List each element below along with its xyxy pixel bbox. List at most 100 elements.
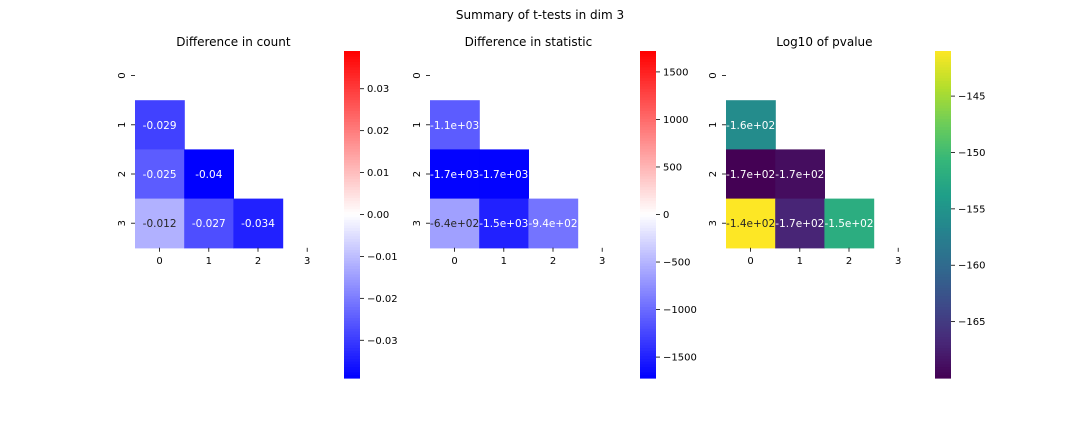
colorbar-segment bbox=[344, 86, 360, 90]
heatmap-cell bbox=[430, 100, 480, 150]
colorbar-segment bbox=[935, 138, 951, 142]
colorbar-segment bbox=[935, 296, 951, 300]
colorbar-segment bbox=[344, 162, 360, 167]
colorbar-segment bbox=[640, 184, 656, 188]
colorbar-segment bbox=[640, 252, 656, 256]
colorbar-segment bbox=[344, 241, 360, 246]
cell-annotation: -0.029 bbox=[143, 120, 177, 132]
colorbar-tick-label: 0.01 bbox=[367, 168, 389, 179]
colorbar-segment bbox=[344, 116, 360, 120]
cell-annotation: -0.027 bbox=[192, 218, 226, 230]
colorbar-segment bbox=[640, 288, 656, 292]
colorbar-segment bbox=[935, 337, 951, 341]
colorbar-segment bbox=[640, 277, 656, 281]
colorbar-segment bbox=[344, 179, 360, 183]
colorbar-segment bbox=[640, 323, 656, 327]
colorbar-segment bbox=[344, 369, 360, 374]
panel-title: Difference in statistic bbox=[465, 35, 593, 49]
heatmap-cell bbox=[184, 198, 234, 249]
cell-annotation: -0.04 bbox=[195, 169, 222, 181]
colorbar-segment bbox=[935, 301, 951, 306]
colorbar-segment bbox=[344, 328, 360, 333]
colorbar-segment bbox=[935, 258, 951, 262]
heatmap-cell bbox=[430, 198, 480, 249]
colorbar-segment bbox=[640, 189, 656, 194]
colorbar-segment bbox=[935, 162, 951, 167]
colorbar-segment bbox=[640, 105, 656, 109]
colorbar-segment bbox=[344, 279, 360, 284]
colorbar-segment bbox=[935, 271, 951, 276]
colorbar-segment bbox=[935, 89, 951, 93]
colorbar-segment bbox=[935, 198, 951, 202]
colorbar-segment bbox=[344, 326, 360, 330]
colorbar-segment bbox=[344, 358, 360, 363]
colorbar-segment bbox=[640, 350, 656, 355]
colorbar-segment bbox=[640, 326, 656, 330]
colorbar-segment bbox=[640, 228, 656, 232]
colorbar-segment bbox=[344, 367, 360, 371]
colorbar-segment bbox=[935, 217, 951, 221]
colorbar-segment bbox=[344, 244, 360, 248]
colorbar-segment bbox=[935, 244, 951, 248]
colorbar-segment bbox=[640, 274, 656, 278]
colorbar-segment bbox=[935, 135, 951, 139]
colorbar-segment bbox=[935, 367, 951, 371]
heatmap-cell bbox=[135, 149, 185, 200]
cell-annotation: -1.5e+02 bbox=[824, 218, 873, 230]
colorbar-segment bbox=[640, 195, 656, 199]
colorbar-segment bbox=[344, 59, 360, 63]
x-tick-label: 3 bbox=[895, 256, 901, 267]
colorbar-segment bbox=[640, 149, 656, 153]
colorbar-segment bbox=[344, 252, 360, 256]
colorbar-segment bbox=[935, 236, 951, 240]
x-tick-label: 1 bbox=[797, 256, 803, 267]
colorbar-segment bbox=[935, 342, 951, 346]
colorbar-segment bbox=[344, 143, 360, 147]
colorbar-segment bbox=[640, 328, 656, 333]
colorbar-segment bbox=[935, 372, 951, 376]
colorbar-segment bbox=[935, 110, 951, 115]
colorbar-segment bbox=[935, 312, 951, 316]
colorbar-segment bbox=[344, 304, 360, 308]
colorbar-segment bbox=[344, 75, 360, 79]
colorbar-segment bbox=[640, 290, 656, 295]
colorbar-segment bbox=[640, 301, 656, 306]
colorbar-segment bbox=[935, 285, 951, 289]
y-tick-label: 3 bbox=[708, 220, 719, 226]
colorbar-segment bbox=[344, 318, 360, 322]
colorbar-segment bbox=[344, 198, 360, 202]
colorbar-segment bbox=[640, 173, 656, 177]
colorbar-segment bbox=[935, 146, 951, 150]
y-tick-label: 3 bbox=[117, 220, 128, 226]
colorbar-segment bbox=[344, 97, 360, 101]
colorbar-segment bbox=[344, 70, 360, 74]
x-tick-label: 1 bbox=[501, 256, 507, 267]
colorbar-tick-label: −0.01 bbox=[367, 252, 398, 263]
colorbar-tick-label: −155 bbox=[958, 204, 985, 215]
colorbar-segment bbox=[640, 367, 656, 371]
colorbar-segment bbox=[344, 113, 360, 117]
colorbar-segment bbox=[344, 72, 360, 77]
colorbar-segment bbox=[640, 266, 656, 270]
colorbar-segment bbox=[344, 285, 360, 289]
colorbar-segment bbox=[935, 70, 951, 74]
cell-annotation: -1.7e+03 bbox=[479, 169, 528, 181]
colorbar-segment bbox=[640, 140, 656, 145]
colorbar-tick-label: −145 bbox=[958, 92, 985, 103]
colorbar-segment bbox=[935, 239, 951, 243]
colorbar-segment bbox=[344, 342, 360, 346]
colorbar-segment bbox=[344, 331, 360, 335]
colorbar-segment bbox=[935, 326, 951, 330]
colorbar-segment bbox=[935, 277, 951, 281]
colorbar-segment bbox=[344, 108, 360, 112]
colorbar-segment bbox=[344, 64, 360, 68]
colorbar-segment bbox=[640, 296, 656, 300]
panel-log10-pvalue: Log10 of pvalue-1.6e+02-1.7e+02 -1.7e+02-… bbox=[708, 35, 985, 379]
colorbar-segment bbox=[935, 255, 951, 259]
colorbar-segment bbox=[640, 83, 656, 88]
colorbar-segment bbox=[640, 78, 656, 82]
colorbar-segment bbox=[344, 269, 360, 273]
colorbar-segment bbox=[344, 364, 360, 368]
x-tick-label: 3 bbox=[599, 256, 605, 267]
colorbar-segment bbox=[640, 51, 656, 55]
